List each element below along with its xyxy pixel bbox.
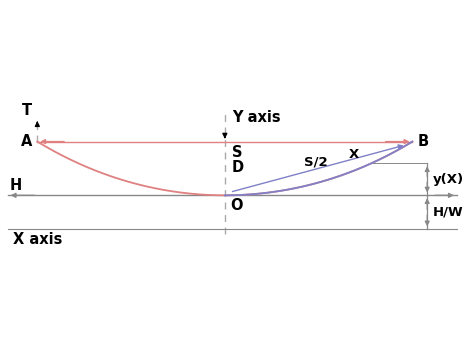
Text: B: B <box>417 134 428 149</box>
Text: y(X): y(X) <box>433 173 464 186</box>
Text: O: O <box>230 198 242 213</box>
Text: X: X <box>349 148 359 161</box>
Text: S: S <box>232 145 242 160</box>
Text: H/W: H/W <box>433 206 464 219</box>
Text: X axis: X axis <box>13 232 62 247</box>
Text: D: D <box>232 160 244 175</box>
Text: A: A <box>21 134 32 149</box>
Text: T: T <box>22 103 32 118</box>
Text: S/2: S/2 <box>304 155 327 168</box>
Text: Y axis: Y axis <box>232 110 281 125</box>
Text: H: H <box>9 178 22 193</box>
